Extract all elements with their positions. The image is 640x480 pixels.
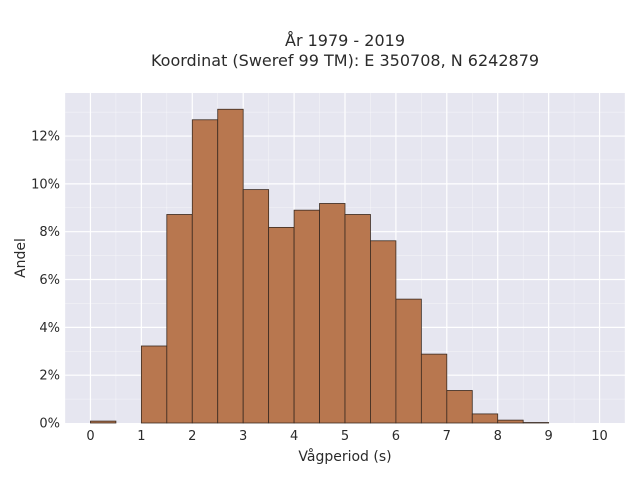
histogram-bar bbox=[446, 390, 473, 424]
y-tick-label: 4% bbox=[39, 321, 60, 336]
x-tick-label: 5 bbox=[341, 429, 349, 444]
y-tick-labels: 0% 2% 4% 6% 8% 10% 12% bbox=[31, 130, 60, 432]
y-tick-label: 6% bbox=[39, 273, 60, 288]
histogram-bar bbox=[90, 420, 117, 424]
x-axis-label: Vågperiod (s) bbox=[298, 448, 391, 465]
y-tick-label: 8% bbox=[39, 225, 60, 240]
x-tick-label: 7 bbox=[443, 429, 451, 444]
y-tick-label: 10% bbox=[31, 177, 60, 192]
histogram-bar bbox=[395, 298, 422, 424]
x-tick-label: 1 bbox=[137, 429, 145, 444]
histogram-bar bbox=[319, 203, 346, 424]
chart-title-line2: Koordinat (Sweref 99 TM): E 350708, N 62… bbox=[151, 51, 539, 70]
x-tick-label: 3 bbox=[239, 429, 247, 444]
histogram-bar bbox=[166, 214, 193, 424]
y-tick-label: 2% bbox=[39, 369, 60, 384]
histogram-bar bbox=[242, 189, 270, 424]
histogram-bar bbox=[140, 345, 168, 424]
histogram-bar bbox=[420, 353, 448, 424]
chart-title-line1: År 1979 - 2019 bbox=[285, 31, 405, 50]
x-tick-label: 2 bbox=[188, 429, 196, 444]
histogram-bar bbox=[370, 240, 397, 424]
histogram-bar bbox=[191, 119, 219, 424]
x-tick-label: 8 bbox=[494, 429, 502, 444]
histogram-bar bbox=[217, 108, 244, 424]
y-tick-label: 12% bbox=[31, 130, 60, 145]
histogram-bar bbox=[497, 419, 524, 424]
x-tick-label: 6 bbox=[392, 429, 400, 444]
y-axis-label: Andel bbox=[13, 238, 29, 278]
x-tick-label: 0 bbox=[86, 429, 94, 444]
histogram-bar bbox=[268, 226, 295, 424]
x-tick-label: 9 bbox=[544, 429, 552, 444]
bars bbox=[90, 108, 550, 424]
histogram-bar bbox=[471, 413, 499, 424]
histogram-bar bbox=[293, 209, 320, 424]
x-tick-label: 10 bbox=[591, 429, 608, 444]
x-tick-label: 4 bbox=[290, 429, 298, 444]
y-tick-label: 0% bbox=[39, 417, 60, 432]
x-tick-labels: 0 1 2 3 4 5 6 7 8 9 10 bbox=[86, 429, 608, 444]
histogram-bar bbox=[344, 214, 371, 424]
